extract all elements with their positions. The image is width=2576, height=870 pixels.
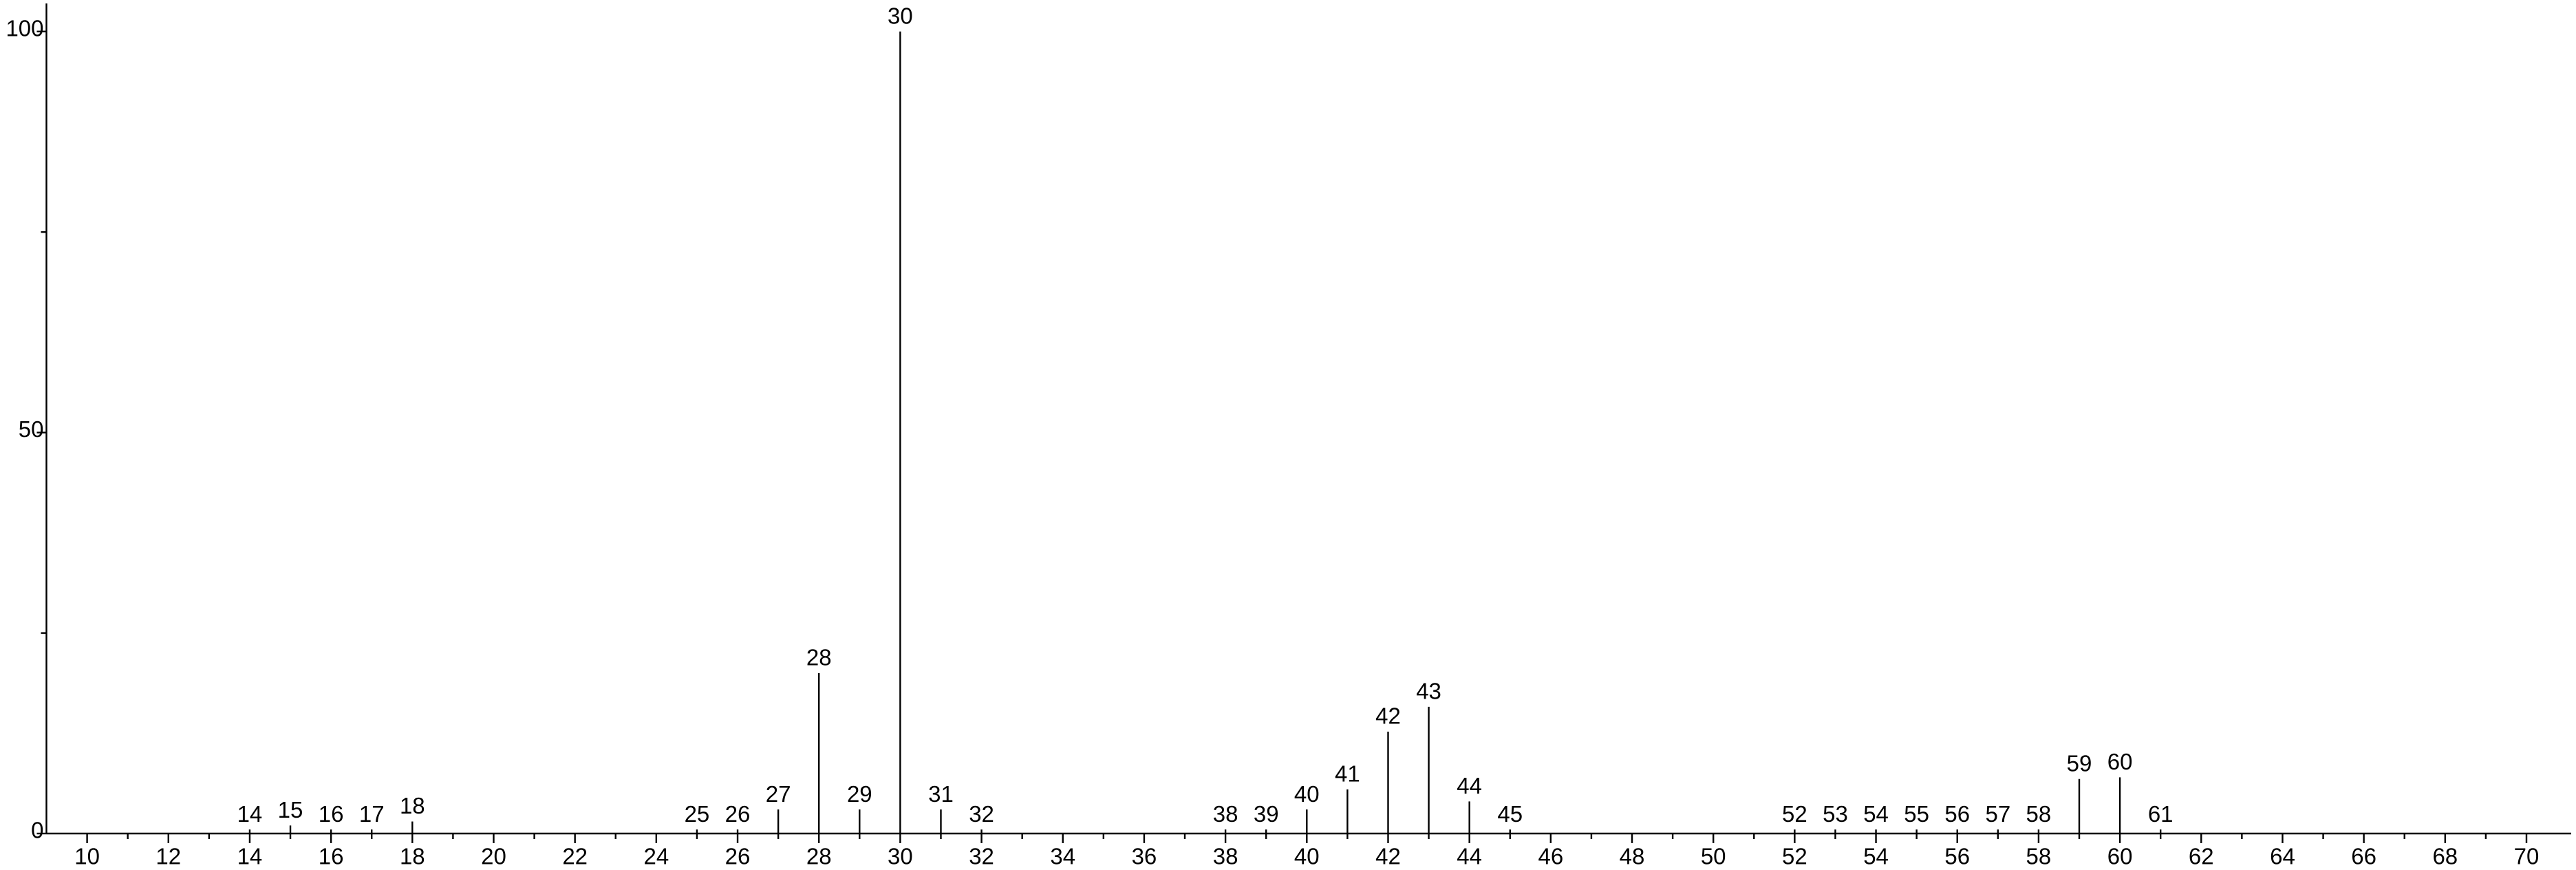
peak-label: 17 <box>359 801 385 827</box>
peak-label: 28 <box>806 645 832 670</box>
x-tick-label: 62 <box>2189 844 2214 869</box>
peak-label: 52 <box>1782 801 1807 827</box>
x-tick-label: 54 <box>1863 844 1889 869</box>
x-tick-label: 48 <box>1620 844 1645 869</box>
peak-label: 39 <box>1254 801 1279 827</box>
peak-label: 54 <box>1863 801 1889 827</box>
x-tick-label: 16 <box>319 844 344 869</box>
peak-label: 15 <box>278 797 303 823</box>
x-tick-label: 14 <box>237 844 263 869</box>
peak-label: 44 <box>1457 773 1482 798</box>
x-tick-label: 58 <box>2026 844 2052 869</box>
y-tick-label: 50 <box>19 416 44 442</box>
x-tick-label: 42 <box>1375 844 1401 869</box>
x-tick-label: 20 <box>481 844 506 869</box>
peak-label: 45 <box>1497 801 1523 827</box>
peak-label: 41 <box>1335 761 1360 787</box>
peak-label: 32 <box>969 801 994 827</box>
peak-label: 27 <box>766 781 791 807</box>
peak-label: 14 <box>237 801 263 827</box>
x-tick-label: 66 <box>2351 844 2376 869</box>
x-tick-label: 12 <box>155 844 181 869</box>
y-tick-label: 100 <box>6 16 43 41</box>
peak-label: 42 <box>1375 703 1401 729</box>
x-tick-label: 36 <box>1132 844 1157 869</box>
x-tick-label: 50 <box>1701 844 1726 869</box>
x-tick-label: 32 <box>969 844 994 869</box>
peak-label: 57 <box>1985 801 2010 827</box>
x-tick-label: 68 <box>2432 844 2458 869</box>
peak-label: 61 <box>2148 801 2174 827</box>
x-tick-label: 22 <box>562 844 588 869</box>
x-tick-label: 46 <box>1538 844 1563 869</box>
peak-label: 40 <box>1294 781 1320 807</box>
x-tick-label: 40 <box>1294 844 1320 869</box>
peak-label: 58 <box>2026 801 2052 827</box>
x-tick-label: 28 <box>806 844 832 869</box>
x-tick-label: 60 <box>2107 844 2133 869</box>
x-tick-label: 38 <box>1213 844 1238 869</box>
peak-label: 43 <box>1416 679 1441 704</box>
peak-label: 59 <box>2067 750 2092 776</box>
peak-label: 55 <box>1904 801 1929 827</box>
y-tick-label: 0 <box>31 818 43 843</box>
peak-label: 38 <box>1213 801 1238 827</box>
x-tick-label: 10 <box>74 844 100 869</box>
x-tick-label: 64 <box>2270 844 2295 869</box>
x-tick-label: 30 <box>888 844 913 869</box>
x-tick-label: 70 <box>2514 844 2540 869</box>
x-tick-label: 34 <box>1050 844 1075 869</box>
peak-label: 29 <box>847 781 872 807</box>
peak-label: 16 <box>319 801 344 827</box>
peak-label: 56 <box>1944 801 1970 827</box>
x-tick-label: 56 <box>1944 844 1970 869</box>
x-tick-label: 44 <box>1457 844 1482 869</box>
x-tick-label: 18 <box>400 844 425 869</box>
peak-label: 31 <box>928 781 954 807</box>
x-tick-label: 52 <box>1782 844 1807 869</box>
peak-label: 25 <box>685 801 710 827</box>
x-tick-label: 24 <box>643 844 669 869</box>
peak-label: 53 <box>1823 801 1848 827</box>
peak-label: 18 <box>400 793 425 818</box>
peak-label: 26 <box>725 801 751 827</box>
x-tick-label: 26 <box>725 844 751 869</box>
peak-label: 60 <box>2107 749 2133 774</box>
peak-label: 30 <box>888 3 913 29</box>
